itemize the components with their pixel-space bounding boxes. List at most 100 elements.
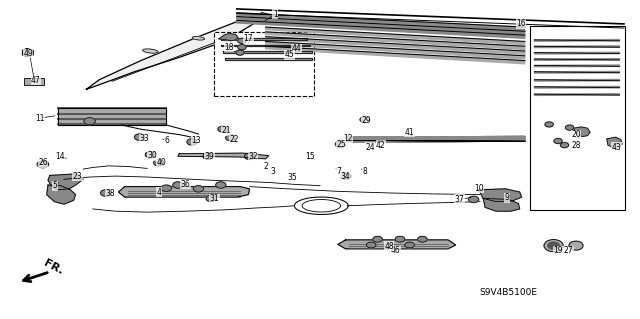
Bar [214,32,314,96]
Polygon shape [47,185,76,204]
Polygon shape [346,137,525,142]
Text: 26: 26 [38,158,48,167]
Ellipse shape [468,196,479,203]
Text: 2: 2 [264,162,269,171]
Polygon shape [266,41,525,59]
Ellipse shape [225,135,236,141]
Polygon shape [346,137,525,142]
Ellipse shape [161,185,172,191]
Polygon shape [346,137,525,142]
Text: 22: 22 [230,135,239,144]
Ellipse shape [84,118,95,125]
Polygon shape [534,79,620,81]
Bar [530,26,625,210]
Polygon shape [266,37,525,54]
Text: 23: 23 [72,172,83,181]
Text: 3: 3 [271,167,276,176]
Polygon shape [338,240,456,249]
Polygon shape [237,13,525,30]
Polygon shape [22,48,33,57]
Text: 12: 12 [344,134,353,143]
Ellipse shape [340,173,351,179]
Ellipse shape [545,122,553,127]
Ellipse shape [134,134,145,140]
Text: 44: 44 [291,44,301,53]
Text: 38: 38 [105,189,115,198]
Polygon shape [534,52,620,54]
Text: 16: 16 [516,19,526,28]
Text: 27: 27 [563,246,573,255]
Ellipse shape [396,236,405,242]
Text: 31: 31 [209,194,220,203]
Text: 21: 21 [222,126,231,135]
Polygon shape [266,46,525,64]
Polygon shape [534,94,620,95]
Text: 33: 33 [139,134,149,143]
Text: 45: 45 [284,50,294,59]
Text: 28: 28 [572,141,580,150]
Text: 17: 17 [243,34,253,43]
Text: 49: 49 [23,49,33,58]
Polygon shape [237,20,525,38]
Ellipse shape [238,38,246,43]
Text: 24: 24 [365,143,375,152]
Polygon shape [266,32,525,49]
Text: 14: 14 [54,152,65,161]
Text: 20: 20 [571,130,581,139]
Ellipse shape [37,161,49,168]
Ellipse shape [372,236,383,242]
Ellipse shape [193,186,204,192]
Ellipse shape [218,126,228,132]
Text: 43: 43 [611,143,621,152]
Polygon shape [534,59,620,60]
Polygon shape [48,174,83,190]
Ellipse shape [203,153,213,160]
Ellipse shape [173,182,183,188]
Ellipse shape [236,50,244,55]
Text: S9V4B5100E: S9V4B5100E [480,288,538,297]
Ellipse shape [561,143,569,148]
Ellipse shape [143,49,158,53]
Polygon shape [237,17,525,34]
Text: 15: 15 [305,152,316,161]
Text: 18: 18 [225,43,234,52]
Text: 25: 25 [336,140,346,149]
Text: 30: 30 [147,151,157,160]
Ellipse shape [145,152,156,158]
Polygon shape [534,65,620,67]
Ellipse shape [360,117,370,122]
Text: 48: 48 [384,242,394,251]
Text: 40: 40 [156,158,166,167]
Polygon shape [483,198,520,211]
Bar [24,78,44,85]
Text: 35: 35 [287,173,298,182]
Ellipse shape [216,182,226,188]
Text: FR.: FR. [42,258,65,276]
Polygon shape [534,40,620,41]
Polygon shape [58,108,166,125]
Text: 9: 9 [504,193,509,202]
Ellipse shape [566,125,574,130]
Ellipse shape [154,160,164,166]
Text: 7: 7 [337,167,342,176]
Ellipse shape [244,153,255,160]
Text: 42: 42 [376,141,386,150]
Polygon shape [178,153,269,159]
Text: 19: 19 [553,246,563,255]
Ellipse shape [238,45,246,50]
Ellipse shape [100,190,111,196]
Text: 4: 4 [156,188,161,197]
Text: 39: 39 [204,152,214,161]
Text: 8: 8 [362,167,367,176]
Polygon shape [346,137,525,142]
Text: 46: 46 [390,246,401,255]
Text: 32: 32 [248,152,258,161]
Text: 47: 47 [31,76,41,85]
Text: 29: 29 [361,116,371,125]
Ellipse shape [192,37,205,40]
Ellipse shape [569,241,583,250]
Ellipse shape [206,195,216,202]
Text: 37: 37 [454,195,465,204]
Polygon shape [221,38,307,40]
Polygon shape [479,189,522,202]
